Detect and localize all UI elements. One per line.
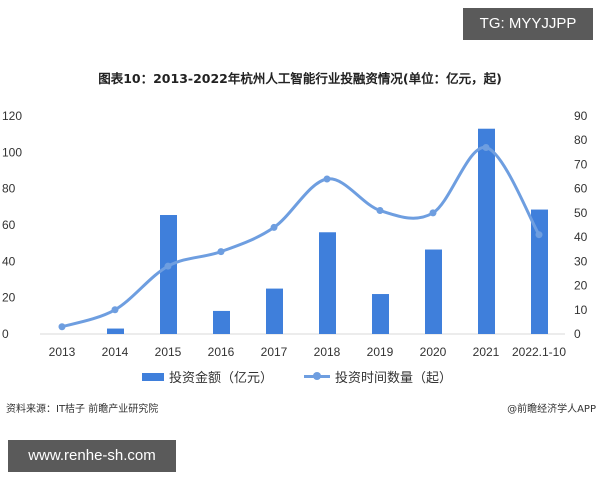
x-axis-tick: 2013 (49, 345, 76, 359)
bar-investment-amount (266, 288, 283, 334)
left-axis-tick: 80 (2, 182, 16, 196)
line-marker-icon (58, 323, 66, 331)
line-marker-icon (111, 306, 119, 314)
right-axis-tick: 80 (574, 133, 588, 147)
watermark-badge-url: www.renhe-sh.com (8, 440, 176, 472)
line-marker-icon (323, 175, 331, 183)
x-axis-tick: 2021 (473, 345, 500, 359)
right-axis-tick: 30 (574, 254, 588, 268)
right-axis-tick: 10 (574, 303, 588, 317)
left-axis-tick: 100 (2, 145, 22, 159)
left-axis-tick: 60 (2, 218, 16, 232)
x-axis-tick: 2019 (367, 345, 394, 359)
bar-investment-amount (372, 294, 389, 334)
bar-investment-amount (160, 215, 177, 334)
right-axis-tick: 70 (574, 157, 588, 171)
left-axis-tick: 20 (2, 291, 16, 305)
right-axis-tick: 50 (574, 206, 588, 220)
x-axis-tick: 2020 (420, 345, 447, 359)
legend-line-label: 投资时间数量（起） (335, 371, 453, 386)
left-axis-tick: 120 (2, 109, 22, 123)
line-marker-icon (164, 262, 172, 270)
credit-note: @前瞻经济学人APP (507, 404, 596, 415)
legend-bar-label: 投资金额（亿元） (169, 371, 274, 386)
x-axis-tick: 2015 (155, 345, 182, 359)
bar-investment-amount (531, 209, 548, 334)
legend-item-investment-count: 投资时间数量（起） (304, 367, 452, 386)
right-axis-tick: 0 (574, 327, 581, 341)
bar-investment-amount (213, 310, 230, 334)
line-marker-icon (482, 143, 490, 151)
line-marker-icon (429, 209, 437, 217)
line-marker-icon (535, 231, 543, 239)
bar-investment-amount (478, 128, 495, 334)
legend-item-investment-amount: 投资金额（亿元） (142, 367, 273, 386)
line-marker-icon (376, 206, 384, 214)
chart-plot: 0 20 40 60 80 100 120 0 10 20 30 40 50 60 70 80 90 2013 20… (2, 109, 588, 359)
line-investment-count (61, 145, 541, 329)
left-axis-tick: 40 (2, 254, 16, 268)
bar-investment-amount (425, 249, 442, 334)
x-axis-tick: 2022.1-10 (512, 345, 566, 359)
x-axis-tick: 2018 (314, 345, 341, 359)
source-note: 资料来源：IT桔子 前瞻产业研究院 (6, 404, 159, 415)
line-marker-icon (217, 248, 225, 256)
legend-bar-swatch-icon (142, 372, 164, 381)
watermark-badge-tg: TG: MYYJJPP (463, 8, 593, 40)
right-axis-tick: 60 (574, 182, 588, 196)
right-axis-tick: 90 (574, 109, 588, 123)
x-axis-tick: 2017 (261, 345, 288, 359)
x-axis-tick: 2016 (208, 345, 235, 359)
right-axis-tick: 40 (574, 230, 588, 244)
chart-title: 图表10：2013-2022年杭州人工智能行业投融资情况(单位：亿元，起) (98, 71, 502, 86)
bar-investment-amount (107, 328, 124, 334)
bar-investment-amount (319, 232, 336, 334)
legend-line-marker-icon (304, 372, 330, 380)
left-axis-tick: 0 (2, 327, 9, 341)
right-axis-tick: 20 (574, 279, 588, 293)
line-marker-icon (270, 223, 278, 231)
x-axis-tick: 2014 (102, 345, 129, 359)
